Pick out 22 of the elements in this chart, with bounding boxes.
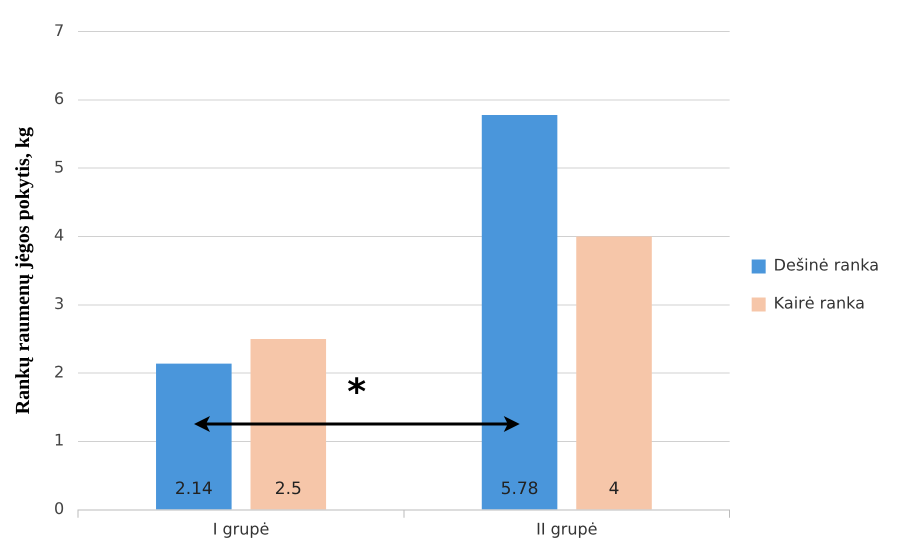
data-label: 2.14 [174,479,213,500]
x-tick-label: I grupė [212,520,270,539]
bar [482,114,558,510]
y-tick-label: 7 [54,20,64,40]
legend-label: Dešinė ranka [774,256,879,275]
y-axis-title: Rankų raumenų jėgos pokytis, kg [12,127,34,414]
y-tick-label: 5 [54,157,64,176]
annotation: * [346,372,368,413]
y-tick-label: 0 [54,498,64,518]
legend-label: Kairė ranka [774,294,865,313]
data-label: 2.5 [274,479,302,500]
data-label: 5.78 [500,479,538,500]
y-tick-label: 1 [54,430,64,450]
y-tick-label: 6 [54,89,64,108]
bar [250,339,326,510]
data-label: 4 [608,479,620,500]
y-tick-label: 3 [54,294,64,314]
y-tick-label: 2 [54,362,64,382]
bar [156,364,232,510]
x-tick-label: II grupė [536,520,598,539]
y-tick-label: 4 [54,226,64,245]
bar [576,236,652,510]
